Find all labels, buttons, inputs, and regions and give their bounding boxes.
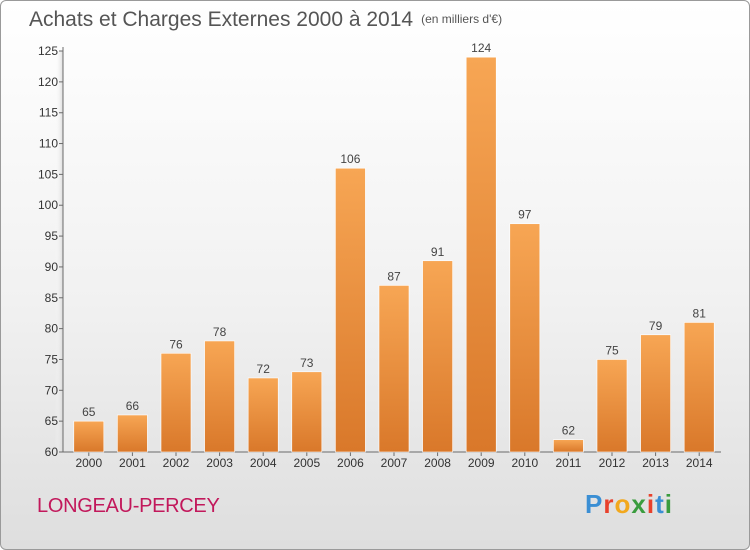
bar-value-label: 76 (169, 337, 183, 351)
bar (378, 285, 410, 453)
city-name: LONGEAU-PERCEY (37, 495, 220, 517)
bar (465, 56, 497, 453)
logo-letter: i (664, 489, 673, 519)
unit-label: (en milliers d'€) (421, 12, 503, 26)
bar-value-label: 65 (82, 405, 96, 419)
bar (204, 340, 235, 453)
x-tick-label: 2007 (381, 456, 408, 470)
x-tick-label: 2013 (642, 456, 669, 470)
bar (73, 420, 105, 453)
title-text: Achats et Charges Externes 2000 à 2014 (29, 8, 414, 31)
x-tick-label: 2011 (555, 456, 581, 470)
y-tick-label: 85 (45, 291, 59, 305)
y-tick-label: 115 (39, 106, 58, 120)
bar-value-label: 124 (471, 41, 491, 55)
logo-letter: i (646, 489, 656, 519)
x-tick-label: 2010 (511, 456, 538, 470)
bar (335, 167, 366, 453)
logo-letter: r (603, 489, 615, 519)
y-tick-label: 60 (45, 445, 59, 459)
x-tick-label: 2008 (424, 456, 451, 470)
x-tick-label: 2000 (75, 456, 102, 470)
bar (509, 223, 541, 453)
y-tick-label: 75 (45, 352, 59, 366)
y-tick-label: 80 (45, 322, 59, 336)
bar-value-label: 72 (257, 362, 271, 376)
logo-letter: o (614, 489, 632, 519)
bar (683, 322, 715, 453)
x-tick-label: 2003 (206, 456, 233, 470)
y-tick-label: 100 (38, 198, 58, 212)
logo-letter: x (631, 489, 647, 519)
bar-value-label: 78 (213, 325, 227, 339)
logo-letter: t (655, 489, 665, 519)
bar (291, 371, 323, 453)
x-tick-label: 2004 (250, 456, 277, 470)
bar (160, 352, 192, 453)
y-tick-label: 65 (45, 414, 59, 428)
y-tick-label: 110 (39, 137, 58, 151)
bar (553, 439, 584, 453)
bar (640, 334, 671, 453)
y-tick-label: 105 (38, 167, 58, 181)
x-tick-label: 2014 (686, 456, 713, 470)
bar-value-label: 75 (605, 343, 619, 357)
proxiti-logo: Proxiti (585, 489, 673, 520)
y-tick-label: 125 (38, 44, 58, 58)
x-tick-label: 2012 (599, 456, 626, 470)
y-tick-label: 90 (45, 260, 59, 274)
bar (117, 414, 148, 453)
bar-value-label: 81 (693, 306, 707, 320)
bar (596, 359, 628, 453)
bar-value-label: 106 (340, 152, 360, 166)
x-tick-label: 2001 (119, 456, 146, 470)
bar-value-label: 66 (126, 399, 140, 413)
chart-title: Achats et Charges Externes 2000 à 2014 (e… (29, 8, 502, 32)
bar-value-label: 87 (387, 269, 401, 283)
x-tick-label: 2005 (293, 456, 320, 470)
bar-value-label: 91 (431, 245, 445, 259)
y-tick-label: 70 (45, 383, 59, 397)
axis-shade (55, 51, 63, 452)
bar-value-label: 97 (518, 208, 532, 222)
x-tick-label: 2006 (337, 456, 364, 470)
bar-value-label: 62 (562, 424, 576, 438)
bar-value-label: 73 (300, 356, 314, 370)
y-tick-label: 95 (45, 229, 59, 243)
x-tick-label: 2002 (163, 456, 190, 470)
bar-value-label: 79 (649, 319, 663, 333)
bar (422, 260, 453, 453)
x-tick-label: 2009 (468, 456, 495, 470)
logo-letter: P (585, 489, 604, 519)
bar (247, 377, 279, 453)
y-tick-label: 120 (38, 75, 58, 89)
